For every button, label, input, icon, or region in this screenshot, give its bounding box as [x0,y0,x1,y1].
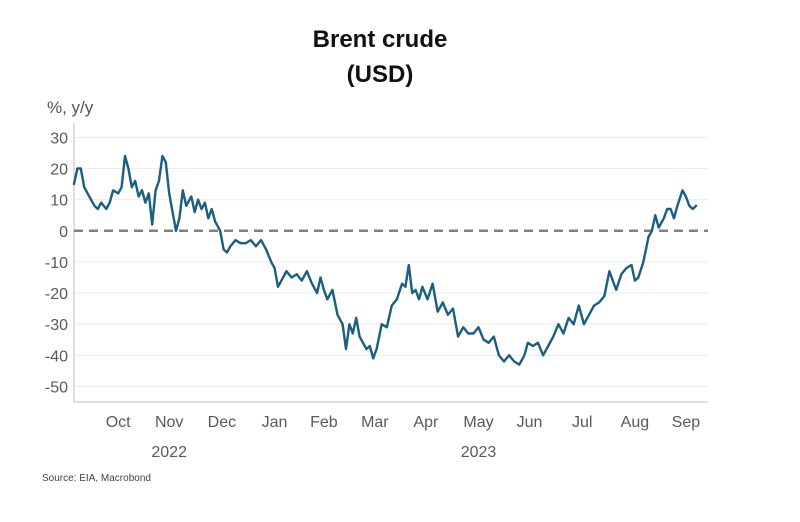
source-note: Source: EIA, Macrobond [42,473,151,484]
x-tick-label: Jan [262,414,288,431]
x-tick-label: Oct [106,414,131,431]
x-tick-label: Mar [361,414,389,431]
y-tick-labels: 30 20 10 0 -10 -20 -30 -40 -50 [45,130,68,396]
y-tick-label: 20 [50,161,68,178]
series-line-brent-crude [72,154,698,366]
x-tick-labels: Oct Nov Dec Jan Feb Mar Apr May Jun Jul Aug Sep 2022… [106,414,700,461]
y-axis-label: %, y/y [47,98,94,117]
chart-subtitle: (USD) [346,61,414,88]
y-tick-label: 10 [50,193,68,210]
x-tick-label: Jun [517,414,543,431]
x-tick-label: Aug [621,414,649,431]
y-tick-label: 0 [59,224,68,241]
gridlines [74,136,708,387]
axes [73,123,708,403]
series-layer [72,154,708,366]
x-tick-label: Feb [310,414,338,431]
x-tick-label: Nov [155,414,183,431]
y-tick-label: -40 [45,348,68,365]
y-tick-label: -50 [45,379,68,396]
x-year-label: 2022 [151,444,187,461]
x-tick-label: Dec [208,414,236,431]
x-tick-label: Jul [572,414,592,431]
x-tick-label: Apr [413,414,439,431]
x-tick-label: Sep [672,414,701,431]
chart-title: Brent crude [312,26,448,53]
y-tick-label: -10 [45,255,68,272]
x-tick-label: May [463,414,493,431]
y-tick-label: -20 [45,286,68,303]
y-tick-label: 30 [50,130,68,147]
x-year-label: 2023 [461,444,497,461]
y-tick-label: -30 [45,317,68,334]
